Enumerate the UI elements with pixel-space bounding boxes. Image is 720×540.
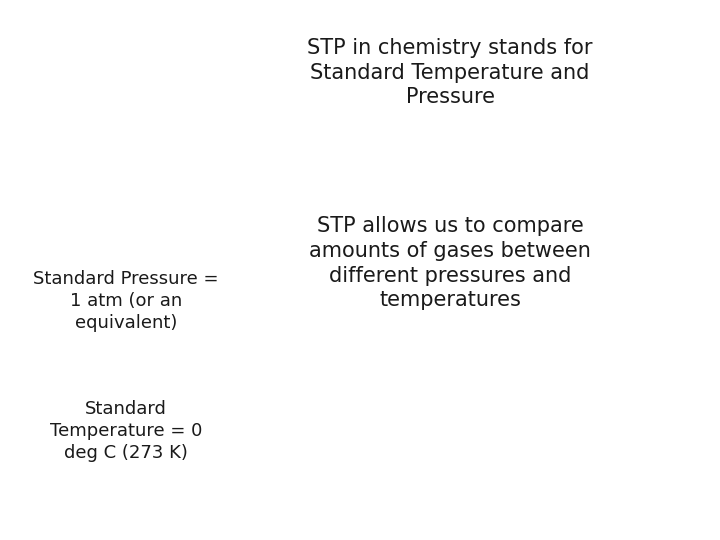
Text: STP in chemistry stands for
Standard Temperature and
Pressure: STP in chemistry stands for Standard Tem… <box>307 38 593 107</box>
Text: STP allows us to compare
amounts of gases between
different pressures and
temper: STP allows us to compare amounts of gase… <box>309 216 591 310</box>
Text: Standard Pressure =
1 atm (or an
equivalent): Standard Pressure = 1 atm (or an equival… <box>33 270 219 333</box>
Text: Standard
Temperature = 0
deg C (273 K): Standard Temperature = 0 deg C (273 K) <box>50 400 202 462</box>
